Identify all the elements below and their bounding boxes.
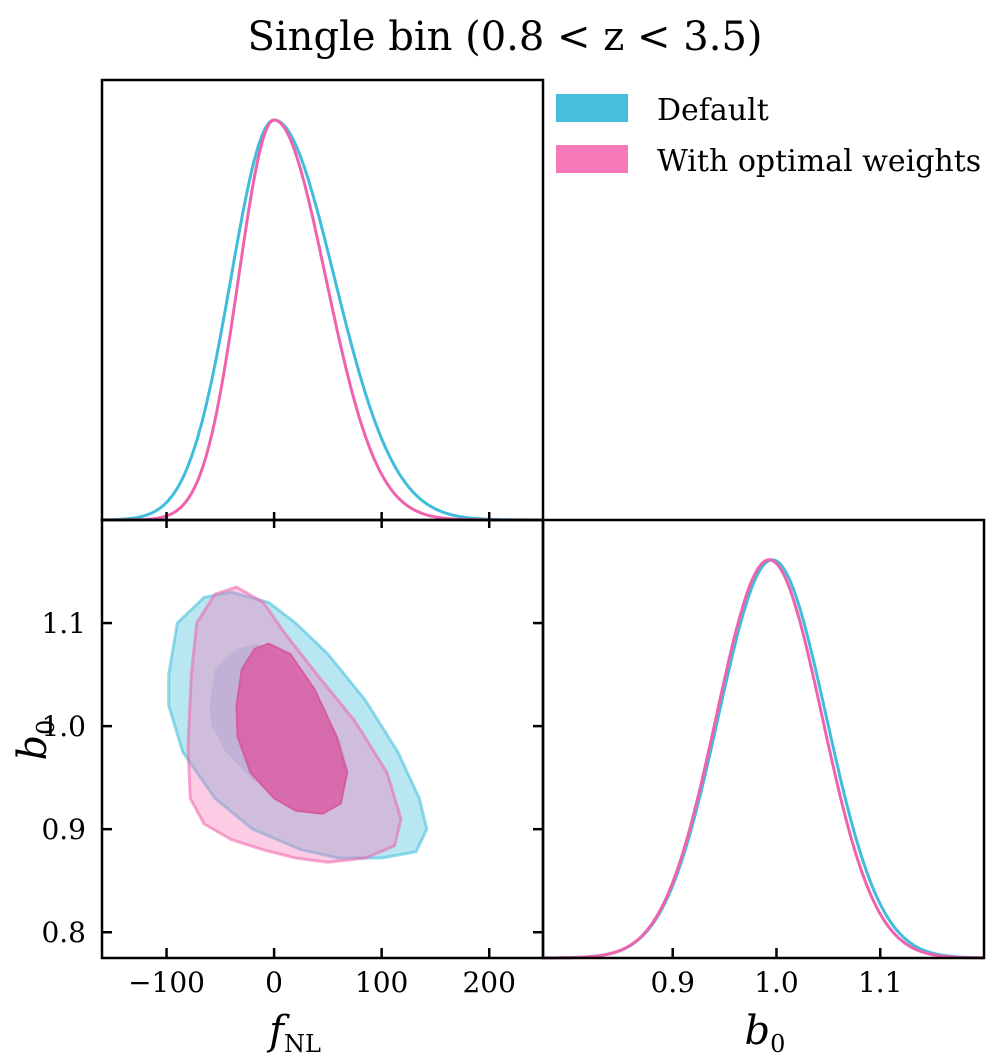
- y-axis-label-b0: b0: [10, 720, 60, 761]
- contour-68-optimal: [235, 642, 349, 815]
- x-axis-label-fnl-sub: NL: [284, 1030, 321, 1058]
- legend-label-default: Default: [657, 93, 769, 128]
- fnl-marginal-curve-optimal: [102, 118, 543, 522]
- fnl-marginal-curve-default: [101, 118, 543, 522]
- x-tick-label-fnl: −100: [128, 966, 205, 999]
- panel-b0-marginal-frame: [541, 518, 986, 960]
- x-tick-label-b0: 1.1: [858, 966, 903, 999]
- y-axis-label-b0-sub: 0: [32, 720, 60, 735]
- y-tick-label-b0: 0.9: [41, 813, 86, 846]
- x-tick-label-fnl: 200: [462, 966, 515, 999]
- x-axis-label-b0: b0: [745, 1008, 786, 1058]
- b0-marginal-curve-default: [542, 558, 984, 960]
- x-axis-label-b0-sub: 0: [770, 1030, 785, 1058]
- x-axis-label-fnl: fNL: [266, 1008, 321, 1058]
- panel-2d-posterior: −100 0 100 200 0.8 0.9 1.0 1.1: [41, 518, 545, 999]
- panel-fnl-marginal-frame: [100, 78, 545, 522]
- panel-b0-marginal: 0.9 1.0 1.1: [541, 518, 986, 999]
- b0-marginal-curve-optimal: [543, 558, 984, 960]
- y-tick-label-b0: 1.0: [41, 710, 86, 743]
- x-tick-label-b0: 1.0: [754, 966, 799, 999]
- panel-fnl-marginal: [100, 78, 545, 528]
- y-tick-label-b0: 1.1: [41, 607, 86, 640]
- x-tick-label-fnl: 100: [355, 966, 408, 999]
- legend-label-optimal: With optimal weights: [657, 144, 981, 179]
- x-tick-label-fnl: 0: [265, 966, 283, 999]
- legend: Default With optimal weights: [556, 93, 981, 179]
- x-tick-label-b0: 0.9: [650, 966, 695, 999]
- y-tick-label-b0: 0.8: [41, 916, 86, 949]
- chart-title: Single bin (0.8 < z < 3.5): [247, 14, 762, 60]
- legend-swatch-default: [556, 94, 628, 122]
- y-axis-label-b0-text: b0: [10, 720, 60, 761]
- legend-swatch-optimal: [556, 145, 628, 173]
